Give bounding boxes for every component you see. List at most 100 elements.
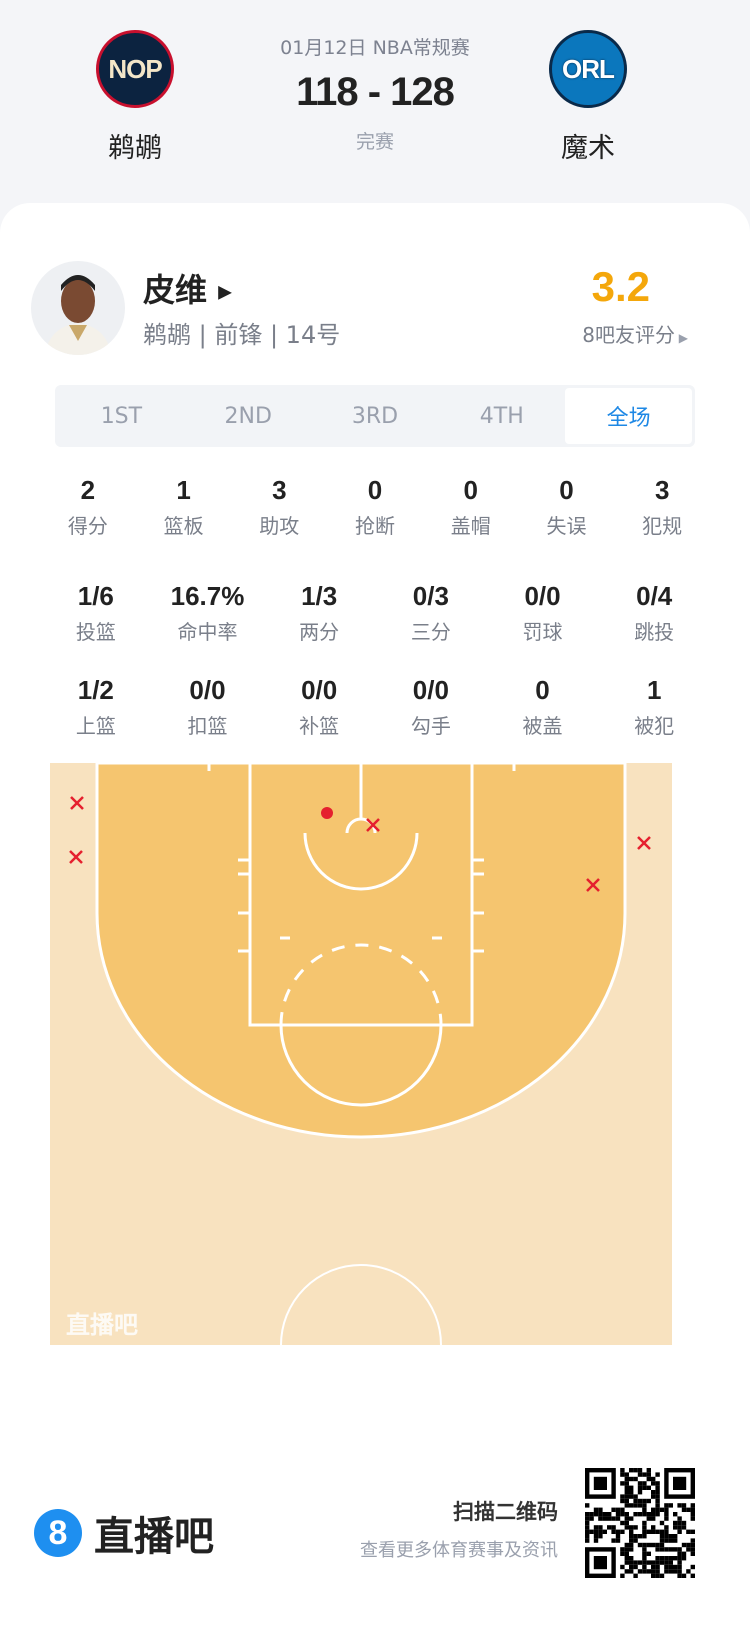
stat-item: 3 犯规 [614, 475, 710, 539]
shot-chart: 直播吧 [50, 763, 672, 1345]
stat-value: 0/3 [412, 581, 449, 611]
tab-3rd[interactable]: 3RD [351, 403, 399, 429]
stat-item: 0/3 三分 [375, 581, 487, 645]
stat-item: 2 得分 [40, 475, 136, 539]
stat-label: 罚球 [522, 620, 563, 644]
player-rating: 3.2 [591, 263, 650, 310]
stat-value: 1/2 [77, 675, 114, 705]
brand-name: 直播吧 [94, 1514, 214, 1560]
stat-item: 1 被犯 [598, 675, 710, 739]
tab-1st[interactable]: 1ST [100, 403, 143, 429]
stat-label: 篮板 [163, 514, 204, 538]
stat-label: 盖帽 [450, 514, 491, 538]
stat-item: 1 篮板 [136, 475, 232, 539]
stat-value: 0 [463, 475, 478, 505]
home-team-name: 鹈鹕 [108, 133, 162, 164]
caret-right-icon: ▶ [674, 331, 688, 345]
stat-value: 0 [367, 475, 383, 505]
stat-item: 0 盖帽 [423, 475, 519, 539]
shot-miss-marker [586, 878, 600, 892]
away-team[interactable]: ORL 魔术 [508, 30, 668, 165]
rating-label: 8吧友评分 [582, 323, 675, 347]
qr-title: 扫描二维码 [453, 1500, 558, 1524]
match-header: NOP 鹈鹕 01月12日 NBA常规赛 118 - 128 完赛 ORL 魔术 [0, 0, 750, 210]
match-score: 118 - 128 [296, 70, 455, 114]
stat-label: 勾手 [410, 714, 451, 738]
stat-item: 0 抢断 [327, 475, 423, 539]
qr-subtitle: 查看更多体育赛事及资讯 [360, 1540, 558, 1561]
stat-value: 1/3 [301, 581, 338, 611]
stat-label: 扣篮 [187, 714, 228, 738]
tab-2nd[interactable]: 2ND [224, 403, 272, 429]
shot-miss-marker [637, 836, 651, 850]
match-date: 01月12日 NBA常规赛 [280, 37, 470, 59]
stat-value: 0/4 [636, 581, 673, 611]
qr-caption: 扫描二维码 查看更多体育赛事及资讯 [360, 1496, 558, 1562]
stat-label: 补篮 [299, 714, 340, 738]
player-meta: 鹈鹕 | 前锋 | 14号 [143, 321, 341, 349]
stat-label: 抢断 [355, 514, 396, 538]
stat-item: 0/0 补篮 [263, 675, 375, 739]
brand-mark: 8 [34, 1509, 82, 1557]
stat-item: 0/0 勾手 [375, 675, 487, 739]
stat-value: 0 [535, 675, 550, 705]
brand-logo: 8 直播吧 [34, 1504, 214, 1562]
stat-value: 1 [646, 675, 662, 705]
stat-label: 命中率 [177, 620, 238, 644]
rating-link[interactable]: 8吧友评分 ▶ [582, 319, 688, 348]
footer: 8 直播吧 扫描二维码 查看更多体育赛事及资讯 [0, 1400, 750, 1629]
match-info: 01月12日 NBA常规赛 118 - 128 完赛 [225, 33, 525, 154]
player-name-link[interactable]: 皮维 ▶ [143, 265, 232, 311]
stat-item: 0 失误 [519, 475, 615, 539]
shot-miss-marker [366, 818, 380, 832]
stat-item: 16.7% 命中率 [152, 581, 264, 645]
stat-label: 上篮 [75, 714, 116, 738]
stat-item: 3 助攻 [231, 475, 327, 539]
away-team-name: 魔术 [561, 133, 615, 164]
player-card: 皮维 ▶ 鹈鹕 | 前锋 | 14号 3.2 8吧友评分 ▶ 1ST 2ND 3RD… [0, 203, 750, 1629]
stats-row-shooting: 1/6 投篮 16.7% 命中率 1/3 两分 0/3 三分 0/0 罚球 0/4 跳投 [40, 581, 710, 645]
match-status: 完赛 [355, 131, 394, 153]
stat-value: 3 [272, 475, 287, 505]
tab-全场[interactable]: 全场 [565, 388, 692, 444]
away-team-logo: ORL [549, 30, 627, 108]
stat-label: 投篮 [75, 620, 116, 644]
stat-label: 跳投 [634, 620, 675, 644]
stat-label: 被盖 [522, 714, 563, 738]
stat-label: 得分 [67, 514, 108, 538]
stat-value: 0/0 [524, 581, 561, 611]
stat-value: 0/0 [301, 675, 338, 705]
three-point-area [95, 763, 627, 1139]
stat-label: 失误 [546, 514, 587, 538]
shot-miss-marker [69, 850, 83, 864]
stat-value: 2 [80, 475, 96, 505]
qr-code [585, 1468, 695, 1578]
stat-label: 三分 [410, 620, 451, 644]
stat-value: 1/6 [77, 581, 114, 611]
shot-miss-marker [70, 796, 84, 810]
stat-item: 0 被盖 [487, 675, 599, 739]
stat-value: 0/0 [412, 675, 449, 705]
stat-value: 0 [559, 475, 574, 505]
period-tabs: 1ST 2ND 3RD 4TH 全场 [55, 385, 695, 447]
home-team-logo: NOP [96, 30, 174, 108]
stat-label: 被犯 [634, 714, 675, 738]
stat-item: 1/2 上篮 [40, 675, 152, 739]
stat-label: 助攻 [259, 514, 300, 538]
stats-row-shot-types: 1/2 上篮 0/0 扣篮 0/0 补篮 0/0 勾手 0 被盖 1 被犯 [40, 675, 710, 739]
stat-item: 0/0 扣篮 [152, 675, 264, 739]
court-lines [207, 763, 516, 1345]
stats-row-basic: 2 得分 1 篮板 3 助攻 0 抢断 0 盖帽 0 失误 3 犯规 [40, 475, 710, 539]
player-avatar [31, 261, 125, 355]
stat-item: 0/0 罚球 [487, 581, 599, 645]
tab-4th[interactable]: 4TH [479, 403, 524, 429]
stat-label: 两分 [299, 620, 340, 644]
player-name: 皮维 [143, 271, 208, 309]
shot-made-marker [321, 807, 333, 819]
stat-value: 0/0 [189, 675, 226, 705]
stat-value: 1 [176, 475, 191, 505]
stat-value: 16.7% [170, 581, 245, 611]
stat-item: 1/3 两分 [263, 581, 375, 645]
watermark-logo: 直播吧 [66, 1311, 138, 1339]
home-team[interactable]: NOP 鹈鹕 [55, 30, 215, 165]
